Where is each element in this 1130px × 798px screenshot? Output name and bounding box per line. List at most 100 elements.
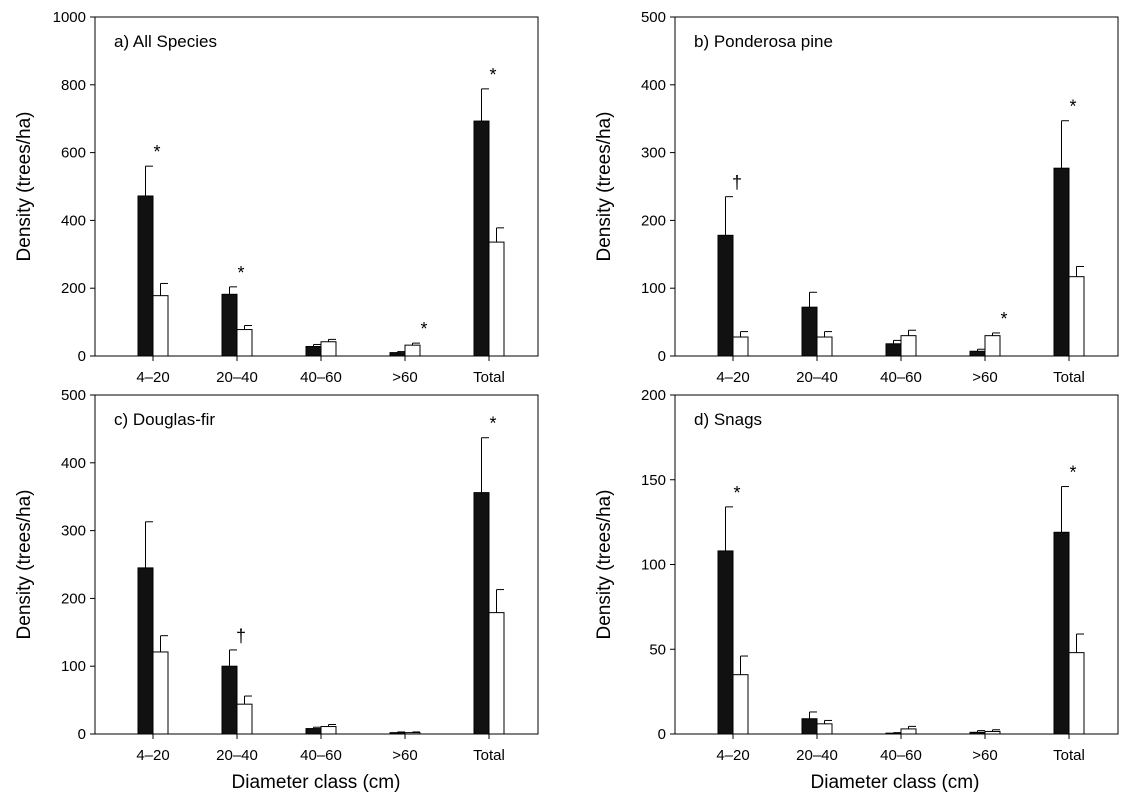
significance-marker: * bbox=[153, 142, 160, 162]
bar bbox=[732, 336, 749, 357]
y-tick-label: 0 bbox=[78, 726, 86, 743]
bar bbox=[152, 651, 169, 735]
bar bbox=[969, 731, 986, 735]
bar bbox=[473, 120, 490, 357]
x-tick-label: 40–60 bbox=[300, 747, 342, 764]
bar bbox=[801, 306, 818, 357]
y-axis-title: Density (trees/ha) bbox=[14, 112, 35, 262]
y-tick-label: 500 bbox=[641, 9, 666, 26]
y-tick-label: 0 bbox=[658, 348, 666, 365]
bar bbox=[221, 665, 238, 735]
bar bbox=[816, 723, 833, 735]
bar bbox=[801, 718, 818, 735]
bar bbox=[137, 195, 154, 357]
x-tick-label: 40–60 bbox=[300, 369, 342, 386]
x-tick-label: 20–40 bbox=[796, 747, 838, 764]
bar bbox=[137, 567, 154, 735]
y-tick-label: 1000 bbox=[53, 9, 86, 26]
bar bbox=[900, 728, 917, 735]
significance-marker: * bbox=[1069, 97, 1076, 117]
bar bbox=[717, 550, 734, 735]
y-tick-label: 400 bbox=[61, 455, 86, 472]
y-tick-label: 100 bbox=[641, 557, 666, 574]
y-axis-title: Density (trees/ha) bbox=[14, 490, 35, 640]
bar bbox=[404, 344, 421, 357]
x-tick-label: Total bbox=[1053, 369, 1085, 386]
x-tick-label: Total bbox=[1053, 747, 1085, 764]
y-tick-label: 200 bbox=[641, 212, 666, 229]
bar bbox=[984, 335, 1001, 357]
bar bbox=[305, 728, 322, 735]
significance-marker: * bbox=[489, 65, 496, 85]
x-tick-label: >60 bbox=[972, 369, 997, 386]
bar bbox=[1068, 652, 1085, 735]
bar bbox=[389, 732, 406, 735]
y-tick-label: 400 bbox=[61, 212, 86, 229]
x-tick-label: 4–20 bbox=[136, 747, 169, 764]
y-tick-label: 100 bbox=[61, 658, 86, 675]
x-tick-label: Total bbox=[473, 747, 505, 764]
chart-panel: 0 50 100 150 200 4–20 20–40 40–60 >60 Total * * d) S… bbox=[594, 387, 1119, 764]
panel-label: c) Douglas-fir bbox=[114, 410, 215, 429]
bar bbox=[1068, 276, 1085, 357]
significance-marker: * bbox=[489, 414, 496, 434]
y-axis-title: Density (trees/ha) bbox=[594, 490, 615, 640]
x-tick-label: >60 bbox=[392, 747, 417, 764]
y-tick-label: 50 bbox=[649, 641, 666, 658]
bar bbox=[236, 329, 253, 357]
x-tick-label: 20–40 bbox=[216, 747, 258, 764]
x-tick-label: 4–20 bbox=[716, 747, 749, 764]
bar bbox=[816, 336, 833, 357]
x-tick-label: 40–60 bbox=[880, 369, 922, 386]
significance-marker: * bbox=[237, 263, 244, 283]
significance-marker: † bbox=[236, 626, 246, 646]
panel-label: d) Snags bbox=[694, 410, 762, 429]
y-tick-label: 800 bbox=[61, 77, 86, 94]
y-tick-label: 300 bbox=[641, 145, 666, 162]
x-tick-label: 20–40 bbox=[216, 369, 258, 386]
panel-label: a) All Species bbox=[114, 32, 217, 51]
bar bbox=[1053, 531, 1070, 735]
bar bbox=[236, 703, 253, 735]
y-tick-label: 500 bbox=[61, 387, 86, 404]
y-tick-label: 200 bbox=[61, 590, 86, 607]
bar bbox=[473, 492, 490, 735]
significance-marker: † bbox=[732, 173, 742, 193]
y-tick-label: 300 bbox=[61, 523, 86, 540]
x-axis-title-left: Diameter class (cm) bbox=[232, 772, 401, 793]
significance-marker: * bbox=[1069, 463, 1076, 483]
x-tick-label: 4–20 bbox=[716, 369, 749, 386]
chart-panel: 0 100 200 300 400 500 4–20 20–40 40–60 >60 Total † *… bbox=[594, 9, 1119, 386]
x-axis-title-right: Diameter class (cm) bbox=[811, 772, 980, 793]
bar bbox=[488, 612, 505, 735]
bar bbox=[389, 352, 406, 357]
bar bbox=[732, 674, 749, 735]
bar bbox=[320, 341, 337, 357]
significance-marker: * bbox=[1000, 309, 1007, 329]
bar bbox=[900, 335, 917, 357]
x-tick-label: >60 bbox=[392, 369, 417, 386]
significance-marker: * bbox=[420, 319, 427, 339]
y-tick-label: 150 bbox=[641, 472, 666, 489]
chart-panel: 0 200 400 600 800 1000 4–20 20–40 40–60 >60 Total *… bbox=[14, 9, 539, 386]
y-tick-label: 0 bbox=[78, 348, 86, 365]
x-tick-label: 40–60 bbox=[880, 747, 922, 764]
significance-marker: * bbox=[733, 483, 740, 503]
bar bbox=[488, 241, 505, 357]
bar bbox=[305, 346, 322, 357]
bar bbox=[152, 295, 169, 357]
bar bbox=[404, 732, 421, 735]
y-axis-title: Density (trees/ha) bbox=[594, 112, 615, 262]
bar bbox=[984, 730, 1001, 735]
chart-panel: 0 100 200 300 400 500 4–20 20–40 40–60 >60 Total † *… bbox=[14, 387, 539, 764]
bar bbox=[320, 726, 337, 735]
bar bbox=[717, 234, 734, 357]
panel-label: b) Ponderosa pine bbox=[694, 32, 833, 51]
x-tick-label: 20–40 bbox=[796, 369, 838, 386]
y-tick-label: 100 bbox=[641, 280, 666, 297]
bar bbox=[885, 732, 902, 735]
bar bbox=[885, 343, 902, 357]
bar bbox=[221, 293, 238, 357]
y-tick-label: 600 bbox=[61, 145, 86, 162]
